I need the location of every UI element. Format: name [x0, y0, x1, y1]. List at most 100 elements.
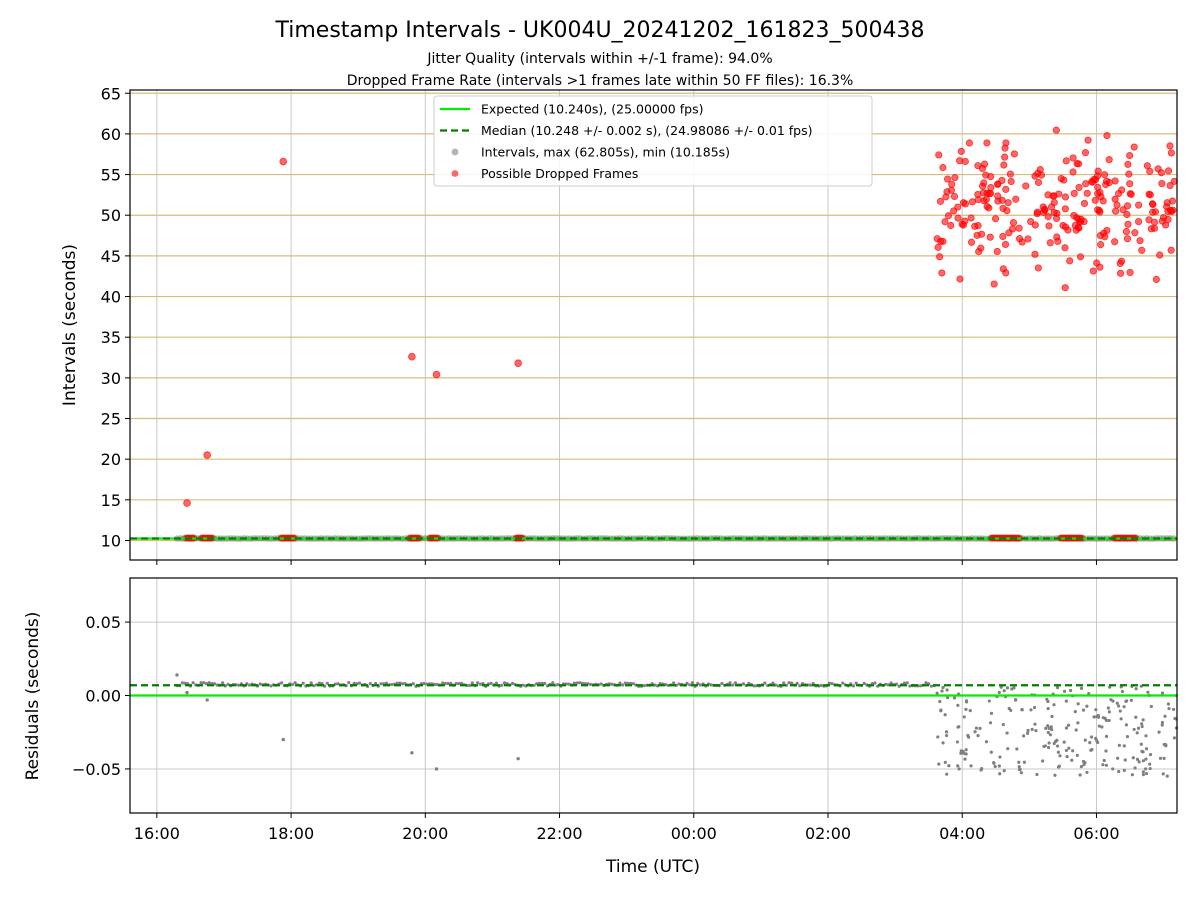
residual-point [280, 681, 284, 685]
residual-point [578, 681, 582, 685]
dropped-frame-point [1088, 177, 1096, 186]
residual-point [226, 682, 230, 686]
dropped-frame-point [1103, 226, 1111, 235]
residual-point [1132, 727, 1136, 732]
dropped-frame-point [1031, 250, 1039, 258]
residual-point [1035, 772, 1039, 777]
residual-point [798, 684, 802, 688]
residual-point [941, 741, 945, 745]
dropped-frame-point [1167, 246, 1175, 254]
residual-point [998, 772, 1002, 776]
residual-point [293, 681, 297, 685]
residual-point [1157, 730, 1161, 734]
residual-point [688, 683, 692, 687]
dropped-frame-point [1061, 205, 1069, 213]
residual-point [1134, 715, 1138, 719]
dropped-frame-point [1044, 213, 1052, 221]
dropped-frame-point [1076, 253, 1085, 261]
legend-label: Median (10.248 +/- 0.002 s), (24.98086 +… [481, 123, 812, 138]
residual-point [357, 681, 362, 685]
dropped-frame-point [1062, 157, 1070, 165]
residual-point [989, 711, 994, 715]
dropped-frame-point [1138, 246, 1146, 254]
dropped-frame-point [1061, 223, 1070, 231]
residual-point [1104, 763, 1109, 767]
residual-point [1047, 741, 1051, 745]
residual-point [1088, 741, 1092, 745]
residual-point [905, 681, 909, 685]
residual-point [191, 681, 195, 685]
x-tick-label: 00:00 [671, 824, 717, 843]
residual-point [1002, 689, 1006, 693]
residual-point [1092, 715, 1096, 719]
residual-point [309, 681, 313, 685]
dropped-frame-point [1070, 189, 1078, 198]
residual-point [207, 681, 211, 685]
residual-point [1017, 760, 1021, 764]
dropped-frame-point [999, 265, 1007, 273]
residual-point [1071, 749, 1075, 753]
dropped-frame-point [1094, 183, 1102, 191]
dropped-frame-point [1033, 210, 1041, 218]
residual-point [940, 689, 944, 693]
residual-point [1104, 718, 1108, 722]
dropped-frame-point [943, 175, 952, 183]
residual-point [1052, 741, 1056, 746]
residual-point [999, 685, 1003, 689]
dropped-frame-point [1148, 200, 1157, 208]
residual-point [908, 684, 912, 688]
x-tick-label: 16:00 [134, 824, 180, 843]
dropped-frame-point [987, 183, 995, 192]
dropped-frame-point [977, 244, 985, 252]
residual-point [1022, 760, 1027, 764]
residual-point [556, 683, 560, 687]
residual-point [1065, 754, 1069, 759]
dropped-frame-point [1031, 172, 1039, 180]
residual-point [709, 683, 713, 687]
dropped-frame-point [1126, 180, 1134, 188]
residual-point [945, 696, 950, 700]
dropped-frame-point [1007, 177, 1015, 186]
dropped-frame-point [1069, 154, 1077, 162]
dropped-frame-point [1061, 284, 1069, 292]
dropped-frame-point [999, 232, 1007, 241]
residual-point [1066, 723, 1071, 727]
residual-point [1007, 706, 1011, 711]
residual-point [830, 681, 834, 686]
residual-point [720, 681, 724, 686]
residual-point [478, 682, 482, 686]
dropped-frame-point [998, 176, 1006, 185]
residual-point [978, 726, 982, 731]
residual-point [1135, 731, 1139, 735]
dropped-frame-point [967, 238, 976, 246]
dropped-frame-point [1105, 178, 1113, 187]
residual-point [1057, 764, 1061, 768]
residual-point [827, 681, 831, 685]
residual-point [997, 690, 1001, 695]
residual-point [411, 682, 415, 686]
residual-point [819, 683, 823, 688]
dropped-frame-point [1082, 180, 1090, 188]
dropped-frame-point [965, 139, 974, 147]
residual-point [1010, 687, 1014, 691]
residual-point [379, 682, 383, 686]
dropped-frame-outlier [514, 359, 522, 368]
chart-title: Timestamp Intervals - UK004U_20241202_16… [275, 18, 925, 43]
residual-point [731, 683, 735, 687]
residual-point [808, 683, 813, 687]
dropped-frame-point [1089, 267, 1097, 275]
residual-point [741, 682, 746, 686]
residual-point [247, 683, 252, 687]
residual-point [1064, 726, 1069, 730]
residual-point [1006, 747, 1010, 751]
dropped-frame-point [1143, 162, 1151, 170]
residual-point [1100, 725, 1104, 729]
x-tick-label: 22:00 [536, 824, 582, 843]
residual-point [677, 682, 681, 686]
residual-point [902, 681, 907, 685]
dropped-frame-point [1123, 210, 1131, 219]
residual-point [992, 761, 996, 765]
dropped-frame-outlier [183, 499, 191, 507]
residual-point [854, 681, 858, 685]
